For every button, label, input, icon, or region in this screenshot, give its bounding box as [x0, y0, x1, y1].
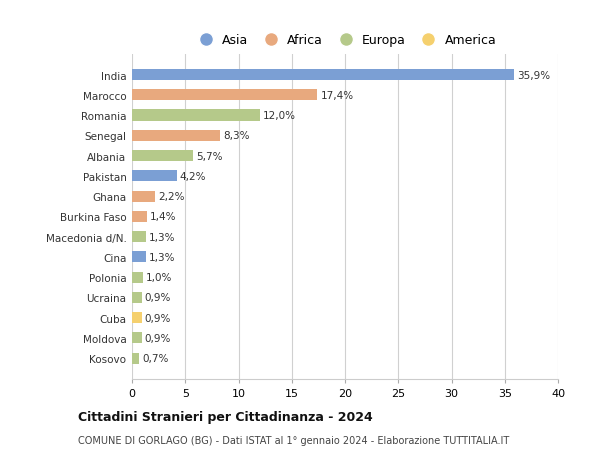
Text: 1,3%: 1,3% — [149, 252, 176, 262]
Bar — [132, 110, 260, 121]
Bar — [132, 333, 142, 344]
Text: 0,7%: 0,7% — [143, 353, 169, 364]
Text: 4,2%: 4,2% — [180, 172, 206, 181]
Text: COMUNE DI GORLAGO (BG) - Dati ISTAT al 1° gennaio 2024 - Elaborazione TUTTITALIA: COMUNE DI GORLAGO (BG) - Dati ISTAT al 1… — [78, 435, 509, 445]
Text: 12,0%: 12,0% — [263, 111, 296, 121]
Bar — [132, 191, 155, 202]
Bar — [132, 252, 146, 263]
Legend: Asia, Africa, Europa, America: Asia, Africa, Europa, America — [188, 29, 502, 52]
Text: 1,0%: 1,0% — [146, 273, 172, 283]
Bar — [132, 313, 142, 324]
Bar — [132, 231, 146, 243]
Text: 1,3%: 1,3% — [149, 232, 176, 242]
Bar — [132, 171, 177, 182]
Text: 0,9%: 0,9% — [145, 313, 171, 323]
Text: 0,9%: 0,9% — [145, 293, 171, 303]
Bar — [132, 292, 142, 303]
Text: 1,4%: 1,4% — [150, 212, 176, 222]
Bar — [132, 70, 514, 81]
Text: 17,4%: 17,4% — [320, 90, 353, 101]
Bar — [132, 90, 317, 101]
Text: 5,7%: 5,7% — [196, 151, 223, 161]
Bar — [132, 130, 220, 141]
Text: 0,9%: 0,9% — [145, 333, 171, 343]
Bar — [132, 272, 143, 283]
Bar — [132, 211, 147, 223]
Text: 35,9%: 35,9% — [518, 70, 551, 80]
Text: 2,2%: 2,2% — [158, 192, 185, 202]
Bar — [132, 151, 193, 162]
Text: Cittadini Stranieri per Cittadinanza - 2024: Cittadini Stranieri per Cittadinanza - 2… — [78, 410, 373, 423]
Text: 8,3%: 8,3% — [224, 131, 250, 141]
Bar — [132, 353, 139, 364]
